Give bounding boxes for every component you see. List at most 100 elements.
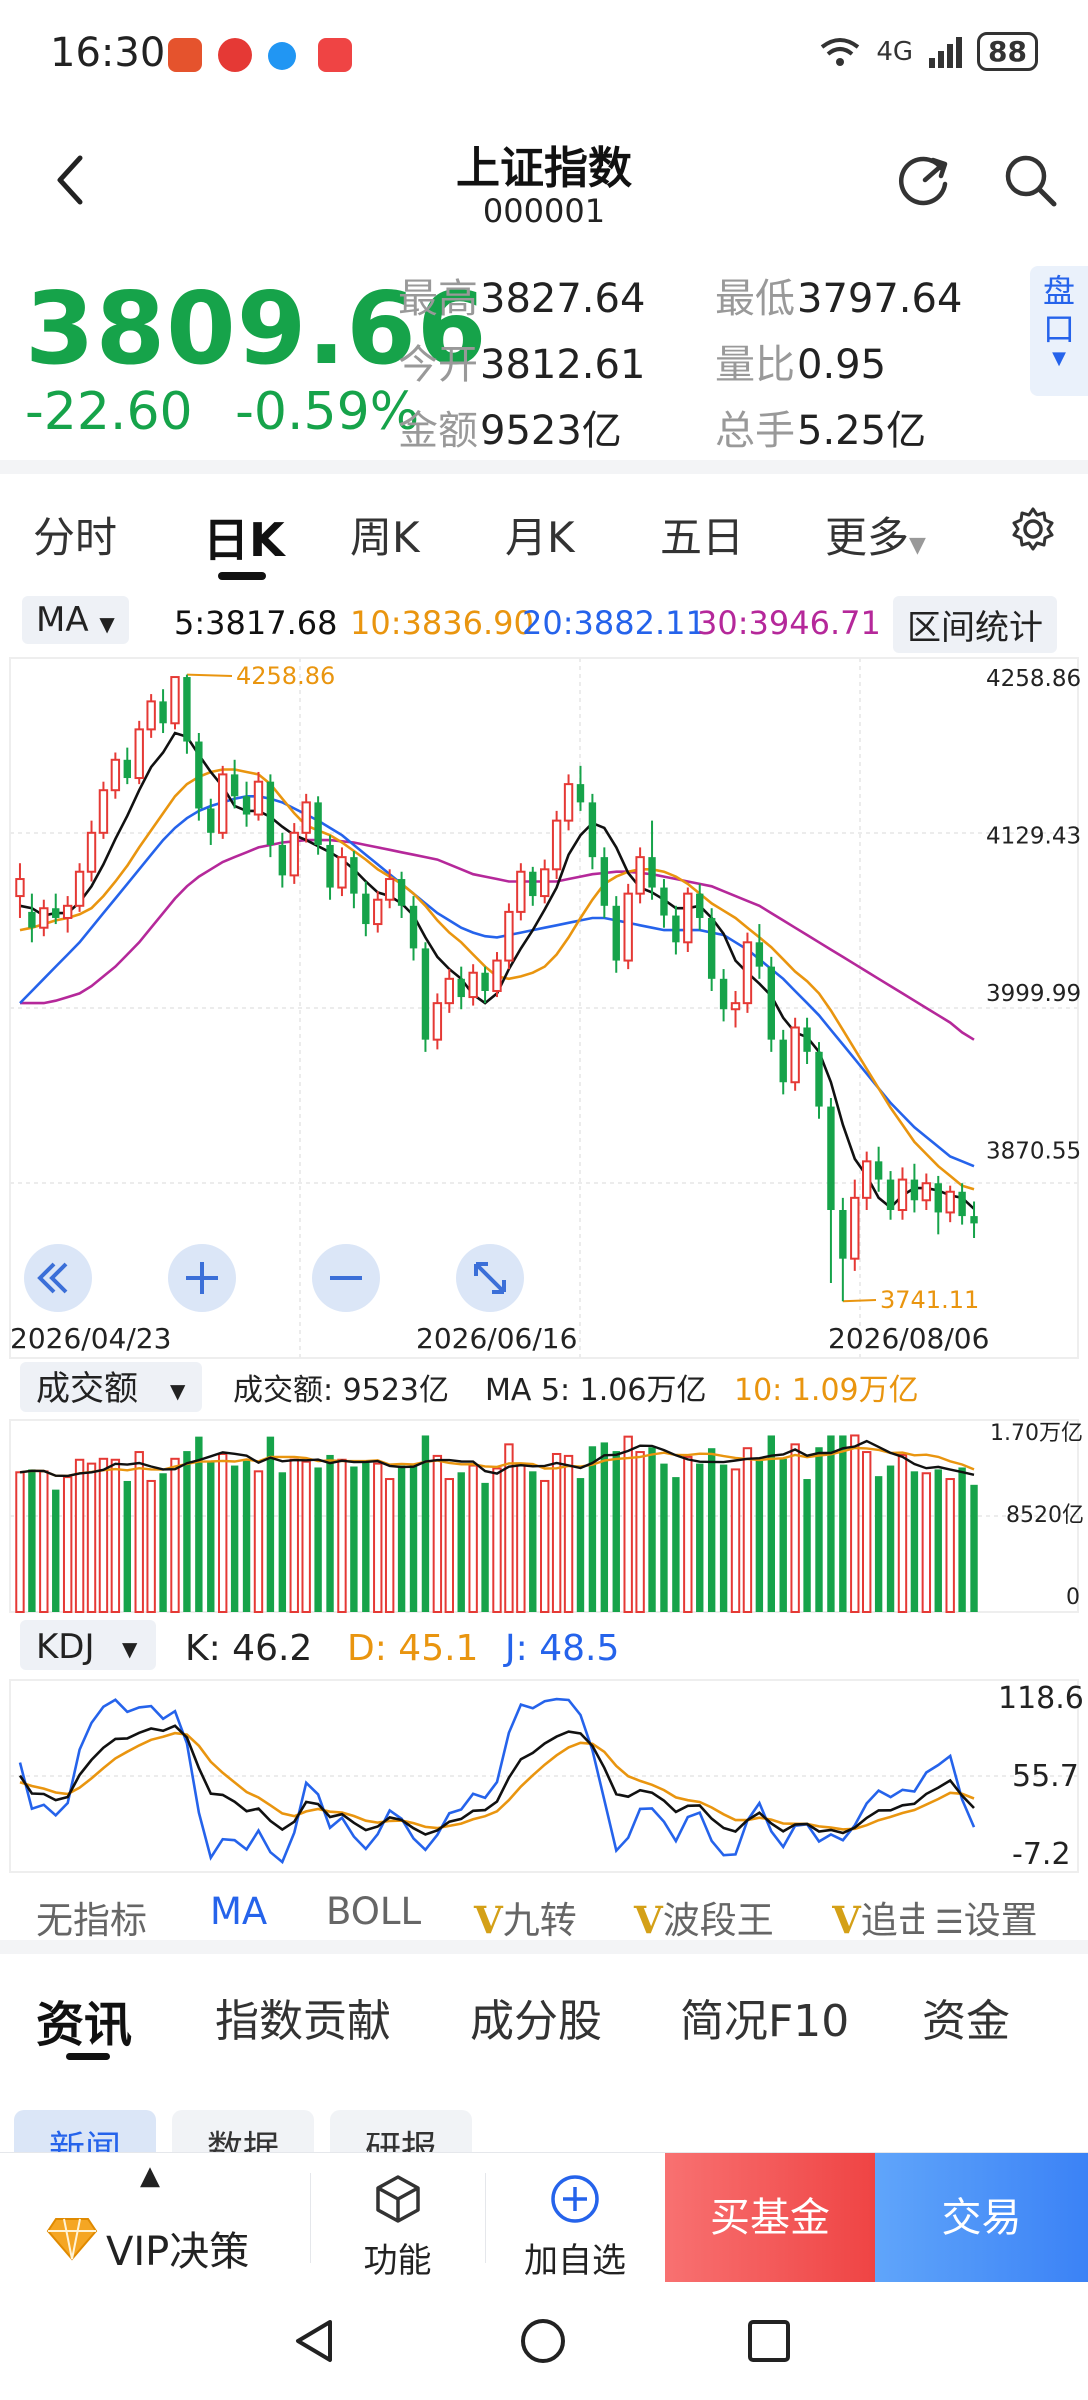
y-tick-label: 4258.86 <box>986 666 1081 692</box>
tab-monthly-k[interactable]: 月K <box>505 513 575 562</box>
volume-bar-down <box>874 1476 883 1612</box>
candle-body-down <box>326 844 334 888</box>
vip-v-icon: V <box>832 1898 861 1942</box>
search-icon[interactable] <box>1000 150 1060 210</box>
trade-button[interactable]: 交易 <box>875 2153 1088 2283</box>
volume-bar-down <box>28 1469 36 1612</box>
volume-bar-up <box>74 1458 85 1613</box>
candle-body-down <box>28 911 36 928</box>
volume-bar-up <box>730 1468 741 1614</box>
candle-body-down <box>696 893 704 918</box>
volume-ma5: MA 5: 1.06万亿 <box>485 1373 706 1408</box>
volume-bar-up <box>683 1455 693 1613</box>
refresh-share-icon[interactable] <box>895 150 955 210</box>
volume-bar-up <box>897 1453 908 1613</box>
nav-back-icon[interactable] <box>290 2316 340 2366</box>
ma20-line <box>19 794 975 1168</box>
tab-weekly-k[interactable]: 周K <box>350 513 420 562</box>
active-tab-indicator <box>218 572 266 580</box>
volume-bar-down <box>207 1461 215 1612</box>
volume-bar-down <box>660 1463 668 1612</box>
candle-body-up <box>218 773 228 834</box>
tab-constituents[interactable]: 成分股 <box>470 1996 602 2047</box>
pankou-toggle[interactable]: 盘 口 ▼ <box>1030 266 1088 396</box>
volume-selector[interactable] <box>20 1362 202 1412</box>
nav-recents-icon[interactable] <box>746 2318 792 2364</box>
indicator-boduanwang[interactable]: V波段王 <box>634 1898 774 1942</box>
volume-bar-down <box>576 1478 585 1612</box>
indicator-jiuzhuan[interactable]: V九转 <box>474 1898 577 1942</box>
tab-five-day[interactable]: 五日 <box>660 513 745 562</box>
nav-home-icon[interactable] <box>518 2316 568 2366</box>
kdj-selector[interactable] <box>20 1620 156 1670</box>
volume-bar-up <box>15 1471 25 1613</box>
candle-body-down <box>815 1051 823 1107</box>
add-to-watchlist-button[interactable]: 加自选 <box>485 2153 665 2283</box>
volume-bar-down <box>278 1472 287 1612</box>
system-navigation-bar <box>0 2282 1088 2400</box>
tab-capital-flow[interactable]: 资金 <box>922 1996 1010 2047</box>
candle-body-down <box>874 1161 883 1180</box>
candle-body-up <box>134 728 144 780</box>
function-button[interactable]: 功能 <box>310 2153 485 2283</box>
kdj-d-value: D: 45.1 <box>347 1628 478 1669</box>
kdj-y-tick-bottom: -7.2 <box>1012 1837 1071 1872</box>
kdj-j-value: J: 48.5 <box>503 1628 619 1669</box>
zoom-in-button[interactable] <box>168 1244 236 1312</box>
ma-selector[interactable]: MA ▼ <box>22 596 129 644</box>
volume-bar-down <box>457 1472 465 1612</box>
volume-bar-down <box>183 1451 191 1612</box>
period-tabs: 分时 日K 周K 月K 五日 更多▼ <box>0 474 1088 584</box>
tab-more[interactable]: 更多▼ <box>825 513 926 562</box>
tab-profile-f10[interactable]: 简况F10 <box>680 1996 850 2047</box>
back-arrow-icon[interactable] <box>50 150 90 210</box>
app-notification-icon <box>218 38 252 72</box>
range-stats-button[interactable]: 区间统计 <box>893 596 1057 653</box>
buy-fund-button[interactable]: 买基金 <box>665 2153 875 2283</box>
vip-decision-button[interactable]: ▲ VIP决策 <box>0 2153 310 2283</box>
tab-intraday[interactable]: 分时 <box>33 513 118 562</box>
zoom-out-button[interactable] <box>312 1244 380 1312</box>
volume-bar-up <box>110 1458 121 1613</box>
volume-bar-down <box>314 1467 322 1612</box>
volume-bar-down <box>672 1477 680 1612</box>
svg-text:成交额: 成交额 <box>36 1369 138 1409</box>
indicator-ma[interactable]: MA <box>210 1890 268 1933</box>
x-label-mid: 2026/06/16 <box>416 1322 577 1355</box>
candle-body-down <box>242 796 251 815</box>
candle-body-down <box>52 908 60 918</box>
volume-bar-up <box>635 1451 645 1613</box>
signal-icon <box>929 36 963 68</box>
fullscreen-button[interactable] <box>456 1244 524 1312</box>
kline-chart[interactable]: 4258.86 4129.43 3999.99 3870.55 4258.86 374… <box>0 652 1088 1880</box>
candle-body-down <box>803 1027 811 1052</box>
volume-bar-down <box>242 1460 251 1612</box>
y-tick-label: 3999.99 <box>986 981 1081 1007</box>
indicator-none[interactable]: 无指标 <box>36 1899 147 1942</box>
volume-bar-up <box>742 1447 753 1613</box>
triangle-down-icon: ▼ <box>909 533 926 558</box>
kdj-j-line <box>18 1697 976 1865</box>
gear-icon[interactable] <box>1010 506 1056 552</box>
candle-body-down <box>183 677 191 742</box>
x-label-start: 2026/04/23 <box>10 1322 171 1355</box>
quote-panel: 3809.66 -22.60 -0.59% 最高3827.64 最低3797.6… <box>0 250 1088 460</box>
tab-news-info[interactable]: 资讯 <box>36 1997 133 2053</box>
candle-body-up <box>110 758 121 792</box>
tab-index-contribution[interactable]: 指数贡献 <box>215 1996 391 2047</box>
divider <box>0 1940 1088 1954</box>
candle-body-up <box>623 892 633 962</box>
kdj-grid <box>9 1679 1079 1873</box>
tab-daily-k[interactable]: 日K <box>203 513 285 567</box>
indicator-settings[interactable]: ☰设置 <box>935 1899 1038 1942</box>
volume-bar-up <box>921 1472 932 1613</box>
volume-bar-down <box>803 1479 811 1612</box>
scroll-left-button[interactable] <box>24 1244 92 1312</box>
indicator-zhuiji[interactable]: V追击 <box>832 1898 924 1942</box>
candle-body-up <box>170 676 180 725</box>
candle-body-down <box>230 774 239 797</box>
volume-bar-down <box>159 1473 167 1612</box>
indicator-boll[interactable]: BOLL <box>326 1890 422 1933</box>
divider <box>310 2173 311 2263</box>
volume-bar-down <box>481 1482 489 1612</box>
